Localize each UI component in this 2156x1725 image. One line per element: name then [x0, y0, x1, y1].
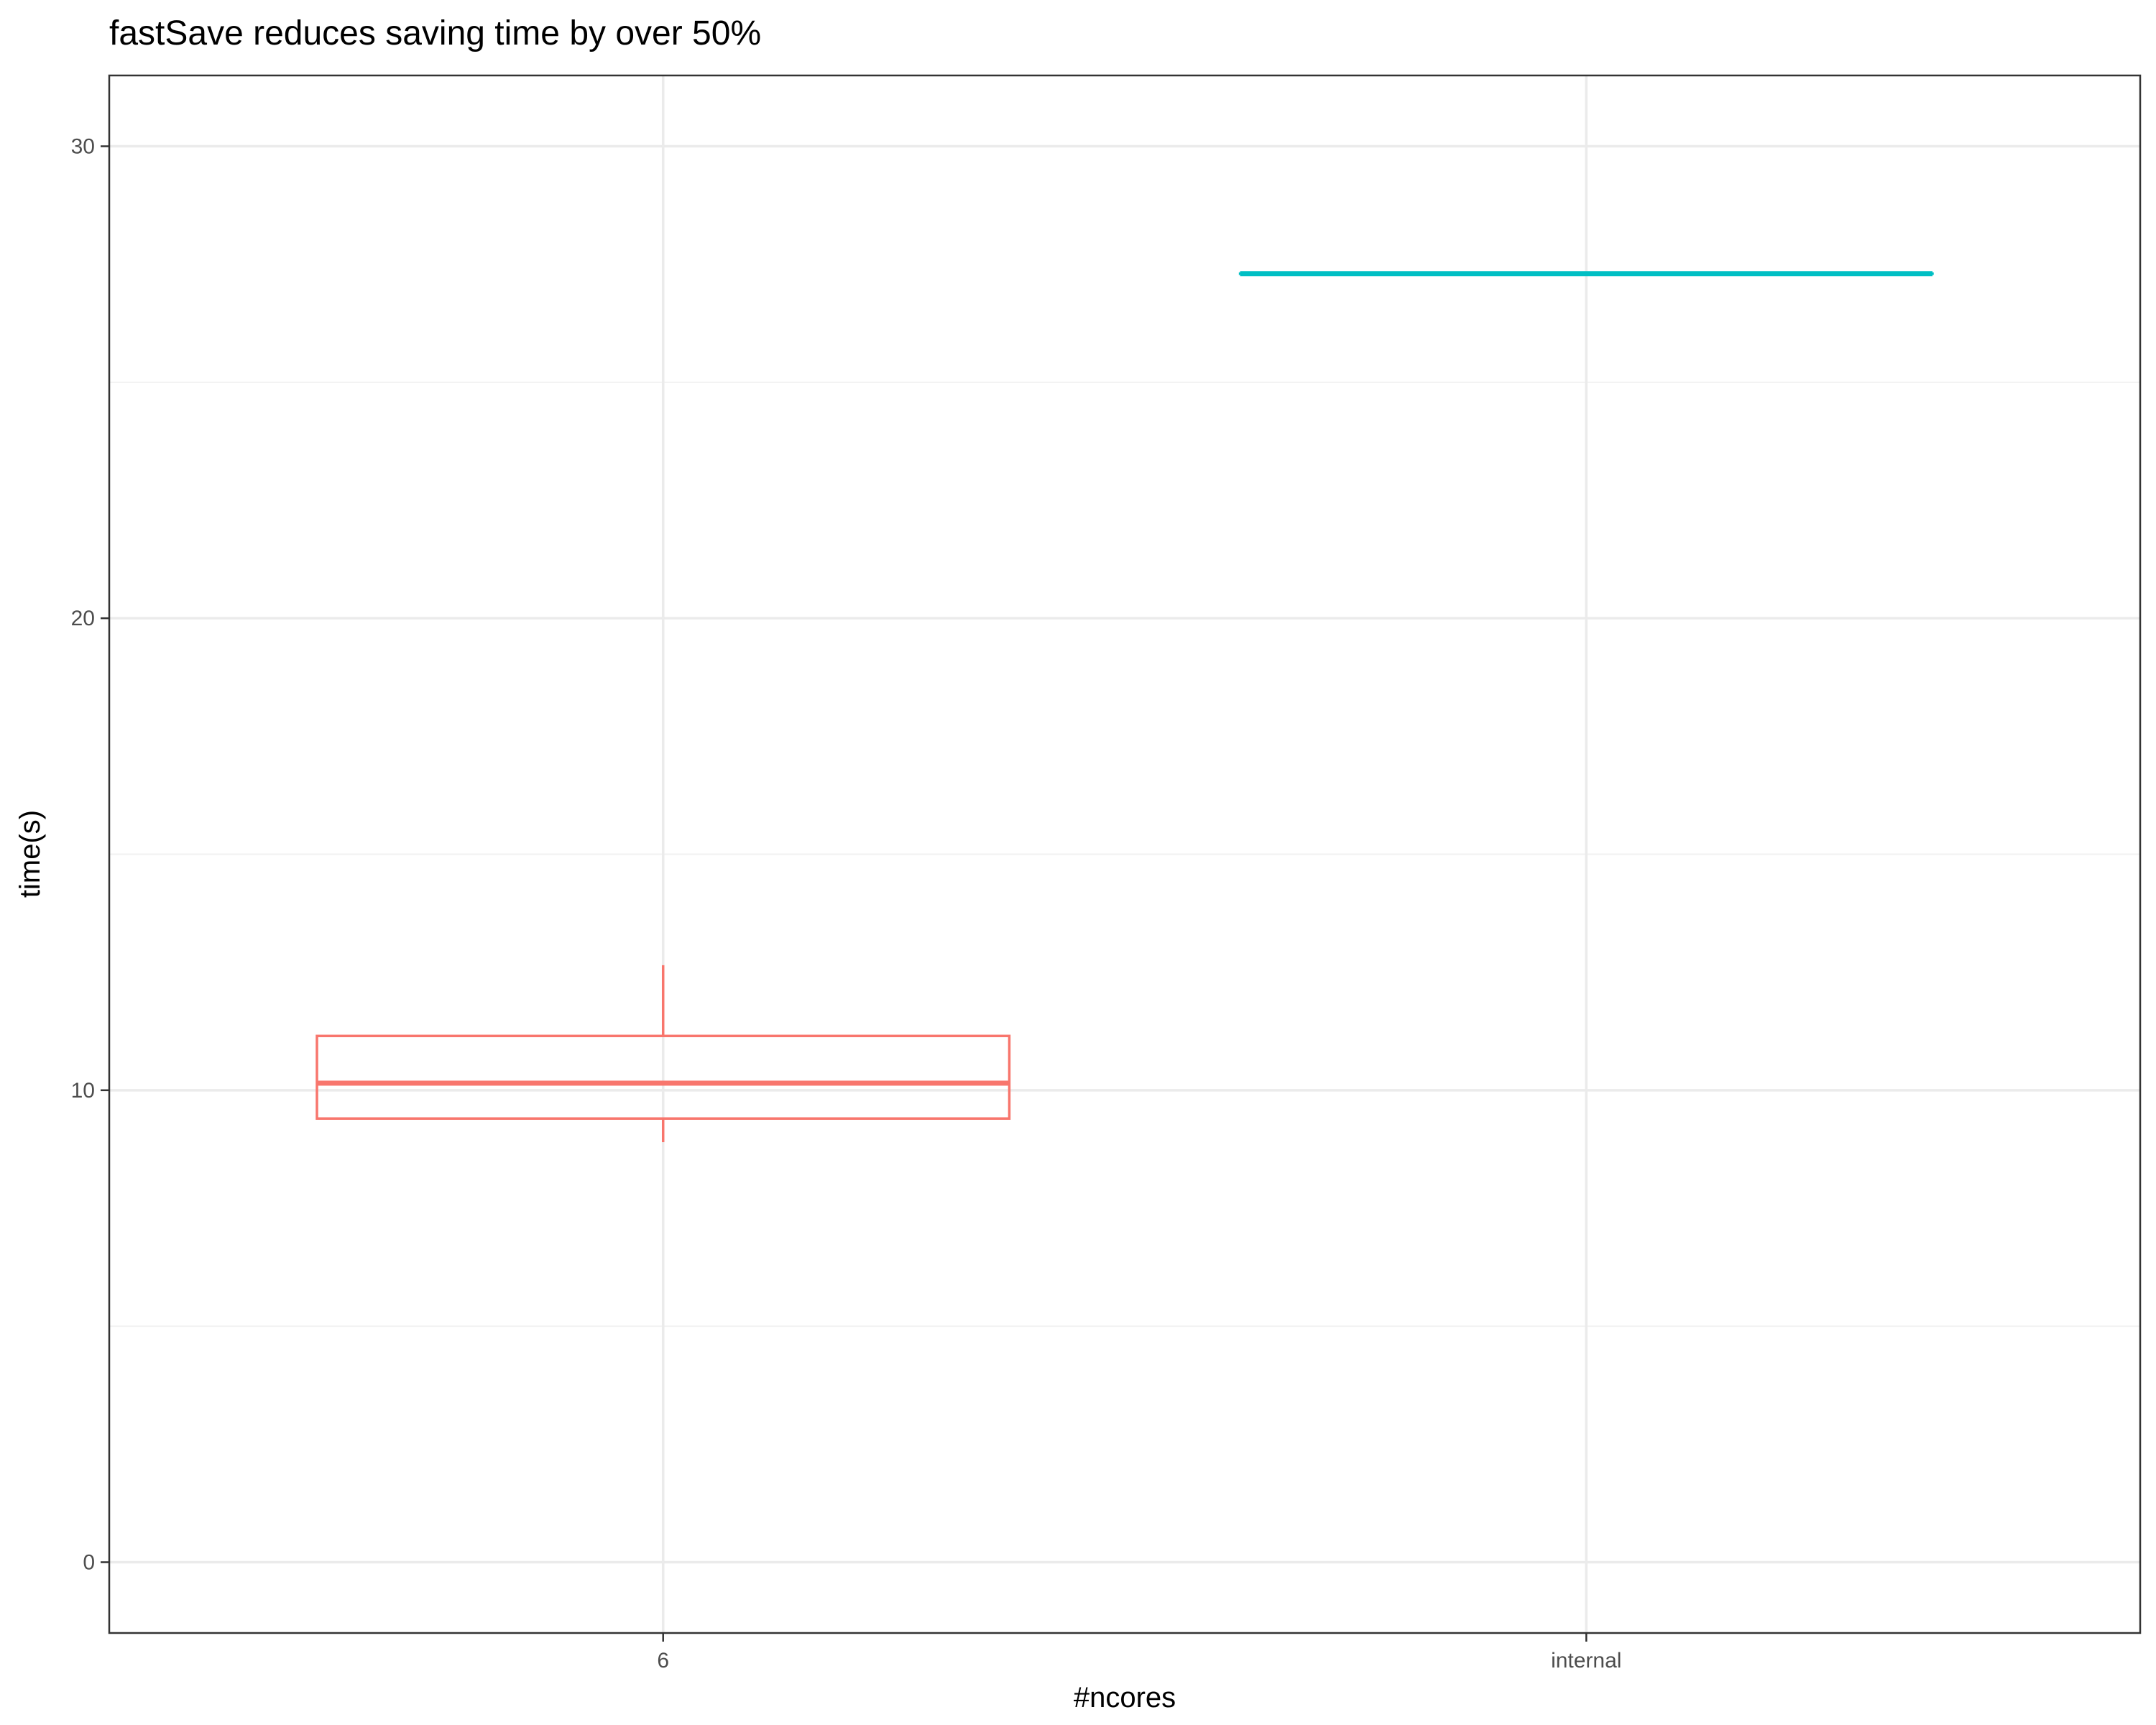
box-body: [315, 1034, 1011, 1120]
y-tick-label: 30: [71, 135, 95, 159]
y-tick-label: 0: [83, 1551, 95, 1575]
y-tick-label: 10: [71, 1079, 95, 1103]
y-tick-label: 20: [71, 607, 95, 630]
chart-title: fastSave reduces saving time by over 50%: [109, 14, 761, 52]
x-axis-title: #ncores: [1074, 1682, 1176, 1714]
x-tick-label: 6: [657, 1649, 669, 1673]
axis-layer: 0 10 20 30 6 internal: [71, 135, 1622, 1673]
x-tick-label: internal: [1551, 1649, 1621, 1673]
marks-layer: [315, 271, 1934, 1143]
panel-border: [108, 74, 2142, 1634]
grid-layer: [109, 75, 2140, 1633]
y-axis-title: time(s): [14, 810, 46, 898]
